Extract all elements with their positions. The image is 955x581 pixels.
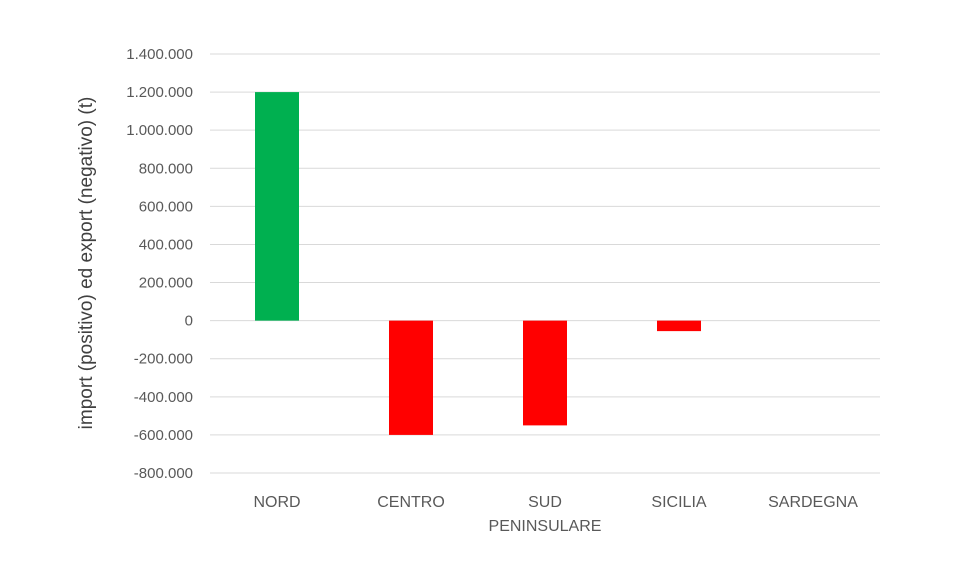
y-tick-label: 1.200.000 xyxy=(126,84,193,101)
x-category-labels: NORD CENTRO SUD PENINSULARE SICILIA SARDEGNA xyxy=(253,494,858,535)
y-tick-label: 1.400.000 xyxy=(126,46,193,63)
y-tick-label: 1.000.000 xyxy=(126,122,193,139)
bars xyxy=(255,92,701,435)
y-tick-label: 800.000 xyxy=(139,160,193,177)
y-tick-labels: 1.400.000 1.200.000 1.000.000 800.000 600.00… xyxy=(126,46,193,482)
x-category-label: SUD xyxy=(528,494,562,511)
bar-sud xyxy=(523,320,567,426)
bar-centro xyxy=(389,320,433,435)
y-axis-label: import (positivo) ed export (negativo) (… xyxy=(76,97,97,430)
y-tick-label: 600.000 xyxy=(139,198,193,215)
y-tick-label: -400.000 xyxy=(134,389,193,406)
y-tick-label: 200.000 xyxy=(139,275,193,292)
y-tick-label: -800.000 xyxy=(134,465,193,482)
x-category-label: CENTRO xyxy=(377,494,445,511)
y-tick-label: -200.000 xyxy=(134,351,193,368)
x-category-label: PENINSULARE xyxy=(489,518,602,535)
x-category-label: NORD xyxy=(253,494,300,511)
bar-nord xyxy=(255,92,299,321)
bar-sicilia xyxy=(657,320,701,332)
y-tick-label: 0 xyxy=(185,313,193,330)
y-tick-label: -600.000 xyxy=(134,427,193,444)
x-category-label: SARDEGNA xyxy=(768,494,858,511)
x-category-label: SICILIA xyxy=(651,494,706,511)
y-tick-label: 400.000 xyxy=(139,236,193,253)
